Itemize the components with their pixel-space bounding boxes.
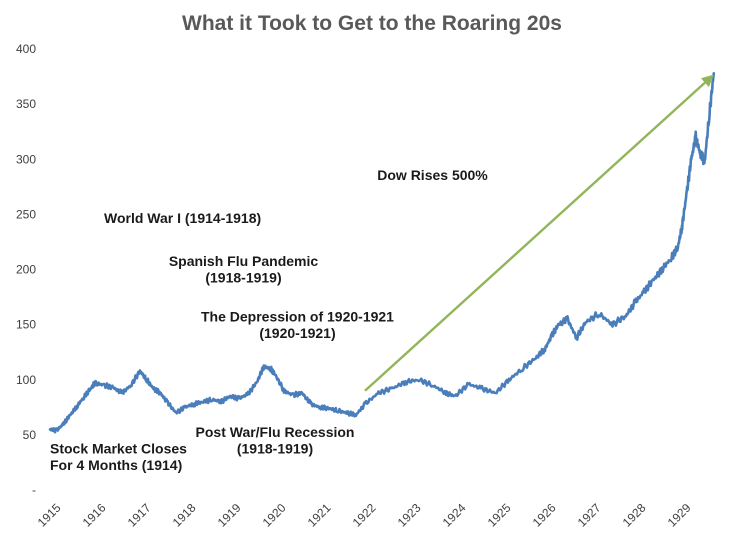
annotation-text: Dow Rises 500% [377, 167, 488, 183]
x-tick-label: 1919 [215, 501, 244, 530]
y-tick-label: 200 [16, 263, 36, 277]
x-tick-label: 1915 [35, 501, 64, 530]
annotation-text: Spanish Flu Pandemic [169, 253, 319, 269]
chart-title: What it Took to Get to the Roaring 20s [182, 12, 562, 35]
dow-series-line [48, 72, 716, 434]
x-tick-label: 1924 [440, 501, 469, 530]
x-tick-label: 1922 [350, 501, 379, 530]
y-tick-label: 300 [16, 152, 36, 166]
annotation-text: The Depression of 1920-1921 [201, 308, 394, 324]
growth-arrow [364, 74, 714, 392]
y-tick-label: 350 [16, 97, 36, 111]
y-tick-label: 100 [16, 373, 36, 387]
x-tick-label: 1928 [620, 501, 649, 530]
y-tick-label: 400 [16, 42, 36, 56]
x-tick-label: 1927 [575, 501, 604, 530]
y-tick-label: 50 [23, 428, 37, 442]
x-tick-label: 1925 [485, 501, 514, 530]
annotation-text: For 4 Months (1914) [50, 457, 182, 473]
x-tick-label: 1921 [305, 501, 334, 530]
y-tick-label: 250 [16, 207, 36, 221]
annotation-text: Post War/Flu Recession [196, 424, 355, 440]
annotation-text: (1920-1921) [259, 325, 335, 341]
y-tick-label: 150 [16, 318, 36, 332]
x-tick-label: 1926 [530, 501, 559, 530]
annotation-text: Stock Market Closes [50, 441, 187, 457]
x-axis: 1915 1916 1917 1918 1919 1920 1921 1922 1923 1924… [35, 501, 694, 530]
x-tick-label: 1917 [125, 501, 154, 530]
annotation-text: World War I (1914-1918) [104, 210, 261, 226]
y-tick-label: - [32, 483, 36, 497]
x-tick-label: 1920 [260, 501, 289, 530]
x-tick-label: 1918 [170, 501, 199, 530]
annotation-text: (1918-1919) [205, 270, 281, 286]
annotation-text: (1918-1919) [237, 441, 313, 457]
x-tick-label: 1923 [395, 501, 424, 530]
y-axis: - 50 100 150 200 250 300 350 400 [16, 42, 36, 497]
x-tick-label: 1929 [665, 501, 694, 530]
x-tick-label: 1916 [80, 501, 109, 530]
